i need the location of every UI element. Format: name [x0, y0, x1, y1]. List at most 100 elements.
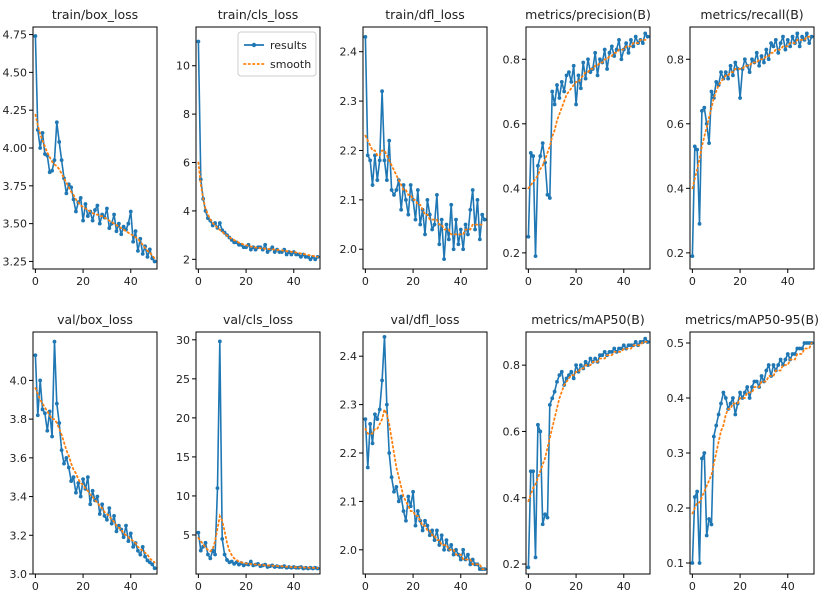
results-point: [196, 530, 201, 535]
y-tick-label: 2.4: [340, 350, 358, 363]
results-point: [692, 144, 697, 149]
results-point: [263, 242, 268, 247]
results-point: [704, 533, 709, 538]
results-point: [769, 41, 773, 46]
results-point: [406, 494, 411, 499]
results-point: [598, 57, 602, 62]
y-tick-label: 0.6: [503, 118, 521, 131]
results-point: [248, 559, 253, 564]
results-point: [533, 555, 538, 560]
x-tick-label: 40: [454, 580, 468, 593]
results-point: [423, 518, 427, 523]
results-point: [38, 146, 43, 150]
plot-frame: [525, 331, 651, 575]
results-point: [105, 517, 109, 522]
y-tick-label: 0.2: [503, 247, 521, 260]
results-point: [131, 544, 136, 549]
results-point: [384, 178, 389, 183]
panel-title-metrics-map50-95-b: metrics/mAP50-95(B): [685, 312, 819, 327]
results-point: [716, 412, 721, 417]
smooth-line: [34, 113, 156, 260]
results-point: [733, 60, 738, 65]
results-point: [78, 196, 83, 200]
results-line: [364, 335, 485, 571]
results-point: [143, 554, 147, 559]
results-point: [38, 378, 43, 383]
results-point: [40, 130, 45, 135]
panel-title-metrics-map50-b: metrics/mAP50(B): [531, 312, 644, 327]
results-point: [387, 138, 392, 143]
results-point: [147, 247, 152, 252]
results-point: [538, 154, 543, 158]
results-point: [229, 559, 234, 564]
results-point: [721, 390, 726, 395]
y-tick-label: 2.0: [340, 243, 358, 256]
results-point: [557, 96, 562, 100]
results-point: [105, 206, 109, 211]
results-point: [69, 479, 74, 483]
results-point: [475, 197, 480, 202]
results-point: [45, 428, 50, 433]
results-point: [365, 465, 370, 470]
plot-frame: [195, 331, 321, 575]
results-point: [742, 390, 747, 395]
x-tick-label: 20: [239, 275, 253, 288]
results-point: [140, 251, 145, 256]
results-point: [107, 506, 112, 511]
results-point: [574, 102, 578, 107]
results-point: [222, 552, 227, 557]
results-point: [557, 373, 562, 377]
results-point: [461, 247, 466, 252]
panel-train-cls-loss: train/cls_loss 0 20 40 2 4 6 8 10 results smooth: [176, 7, 321, 288]
results-point: [528, 150, 533, 155]
x-tick-label: 0: [525, 275, 532, 288]
results-point: [564, 73, 569, 78]
results-line: [691, 32, 813, 257]
results-point: [365, 153, 370, 158]
results-point: [380, 378, 384, 383]
x-tick-label: 40: [287, 275, 301, 288]
y-tick-label: 2: [183, 253, 190, 266]
results-point: [461, 547, 466, 552]
results-point: [764, 47, 769, 52]
results-point: [595, 73, 600, 78]
results-point: [757, 63, 762, 68]
results-point: [128, 209, 133, 214]
results-point: [538, 429, 543, 434]
results-point: [617, 38, 621, 42]
x-tick-label: 20: [569, 275, 583, 288]
y-tick-label: 30: [176, 334, 190, 347]
results-point: [425, 523, 430, 528]
results-point: [564, 376, 569, 381]
results-point: [124, 523, 128, 528]
results-point: [633, 34, 638, 39]
y-tick-label: 3.75: [3, 180, 28, 193]
results-point: [466, 552, 470, 557]
results-point: [574, 363, 578, 368]
legend-results-marker: [251, 42, 257, 48]
results-point: [728, 401, 733, 406]
results-point: [71, 197, 76, 202]
results-point: [59, 448, 64, 452]
results-point: [778, 41, 783, 46]
plot-frame: [32, 331, 158, 575]
results-point: [576, 73, 581, 78]
results-point: [643, 336, 648, 341]
panel-title-val-box-loss: val/box_loss: [57, 312, 133, 327]
results-point: [208, 556, 213, 561]
x-tick-label: 20: [569, 580, 583, 593]
results-point: [540, 141, 545, 146]
smooth-line: [527, 39, 649, 190]
results-point: [463, 222, 468, 227]
results-point: [645, 34, 650, 39]
results-point: [85, 475, 90, 480]
y-tick-label: 0.4: [667, 392, 685, 405]
results-point: [430, 227, 435, 232]
results-point: [771, 44, 776, 49]
results-line: [691, 342, 812, 564]
y-tick-label: 2.2: [340, 144, 358, 157]
results-point: [702, 451, 707, 455]
results-point: [415, 188, 420, 192]
results-point: [550, 89, 555, 94]
results-point: [380, 89, 384, 94]
